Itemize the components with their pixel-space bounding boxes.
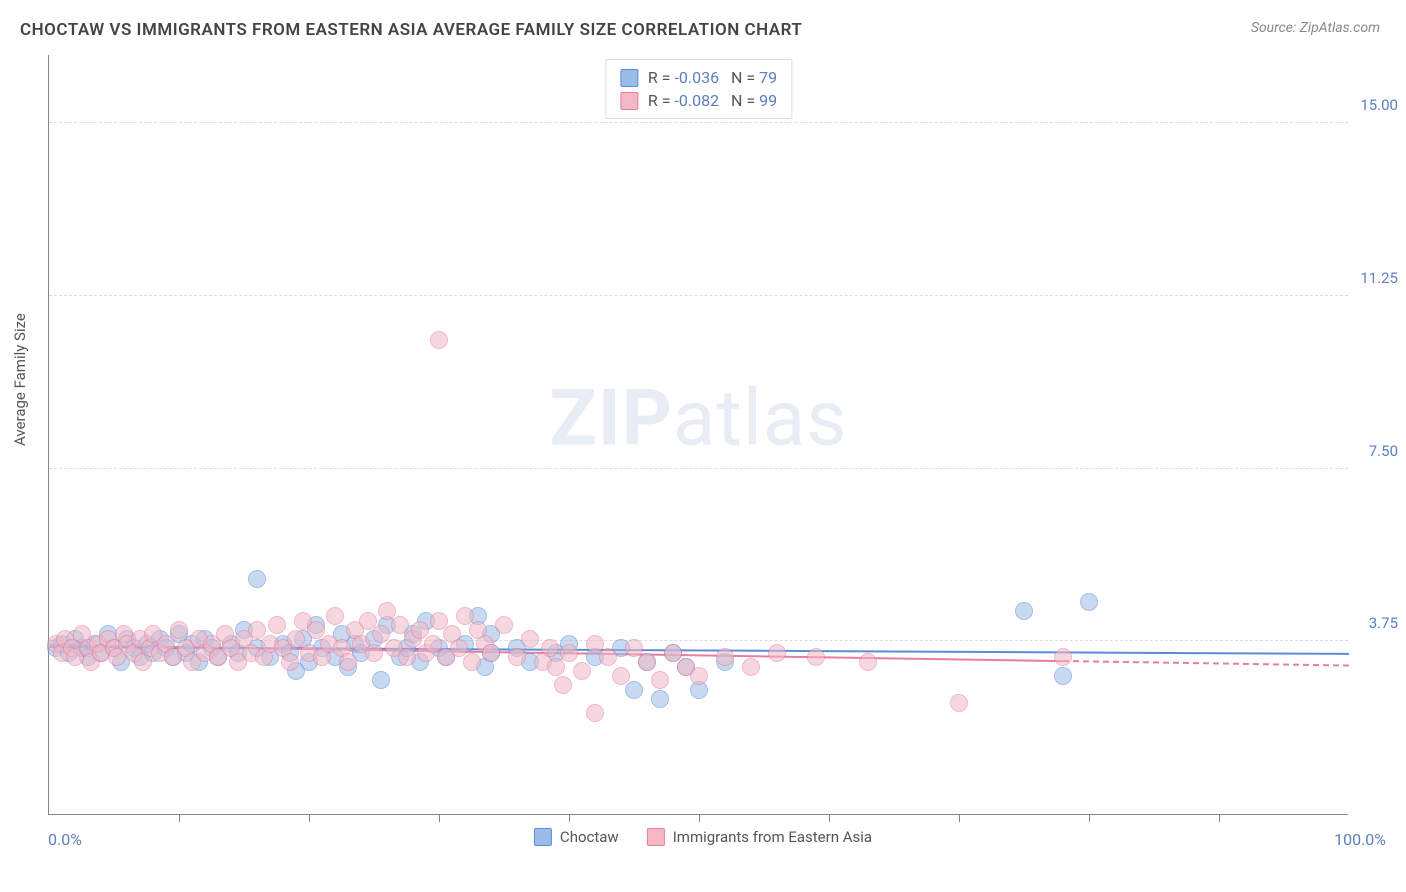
data-point xyxy=(1054,648,1072,666)
stats-row: R = -0.036 N = 79 xyxy=(620,66,777,89)
watermark: ZIPatlas xyxy=(549,374,847,465)
data-point xyxy=(768,644,786,662)
data-point xyxy=(716,648,734,666)
data-point xyxy=(326,607,344,625)
data-point xyxy=(742,658,760,676)
data-point xyxy=(690,667,708,685)
stats-text: R = -0.036 N = 79 xyxy=(648,68,777,87)
stats-legend: R = -0.036 N = 79 R = -0.082 N = 99 xyxy=(605,59,792,119)
data-point xyxy=(339,653,357,671)
x-tick xyxy=(699,814,700,822)
legend-item: Immigrants from Eastern Asia xyxy=(647,828,872,846)
data-point xyxy=(1054,667,1072,685)
data-point xyxy=(281,653,299,671)
x-tick xyxy=(569,814,570,822)
data-point xyxy=(950,694,968,712)
y-tick-label: 7.50 xyxy=(1369,442,1398,460)
watermark-atlas: atlas xyxy=(673,374,848,465)
series-swatch xyxy=(620,92,638,110)
data-point xyxy=(807,648,825,666)
x-tick xyxy=(309,814,310,822)
data-point xyxy=(541,639,559,657)
data-point xyxy=(612,667,630,685)
data-point xyxy=(1080,593,1098,611)
plot-area: ZIPatlas R = -0.036 N = 79 R = -0.082 N =… xyxy=(48,55,1348,815)
x-axis-min-label: 0.0% xyxy=(48,830,82,849)
data-point xyxy=(651,671,669,689)
legend-item: Choctaw xyxy=(534,828,619,846)
data-point xyxy=(547,658,565,676)
data-point xyxy=(365,644,383,662)
y-tick-label: 11.25 xyxy=(1360,269,1398,287)
data-point xyxy=(554,676,572,694)
y-tick-label: 3.75 xyxy=(1369,614,1398,632)
data-point xyxy=(398,648,416,666)
stats-row: R = -0.082 N = 99 xyxy=(620,89,777,112)
series-swatch xyxy=(620,69,638,87)
data-point xyxy=(586,704,604,722)
gridline xyxy=(49,295,1348,296)
x-tick xyxy=(1089,814,1090,822)
data-point xyxy=(482,644,500,662)
x-tick xyxy=(829,814,830,822)
data-point xyxy=(625,681,643,699)
data-point xyxy=(560,644,578,662)
data-point xyxy=(248,570,266,588)
series-swatch xyxy=(647,828,665,846)
data-point xyxy=(430,331,448,349)
data-point xyxy=(463,653,481,671)
data-point xyxy=(1015,602,1033,620)
data-point xyxy=(599,648,617,666)
y-axis-label: Average Family Size xyxy=(11,313,29,446)
x-tick xyxy=(1219,814,1220,822)
source-attribution: Source: ZipAtlas.com xyxy=(1251,20,1380,36)
x-tick xyxy=(439,814,440,822)
data-point xyxy=(651,690,669,708)
data-point xyxy=(859,653,877,671)
data-point xyxy=(372,671,390,689)
x-tick xyxy=(179,814,180,822)
watermark-zip: ZIP xyxy=(549,374,672,465)
data-point xyxy=(268,616,286,634)
data-point xyxy=(638,653,656,671)
data-point xyxy=(495,616,513,634)
trendline-extrapolated xyxy=(1063,660,1349,667)
x-axis-max-label: 100.0% xyxy=(1334,830,1386,849)
data-point xyxy=(170,621,188,639)
data-point xyxy=(573,662,591,680)
x-tick xyxy=(959,814,960,822)
stats-text: R = -0.082 N = 99 xyxy=(648,91,777,110)
gridline xyxy=(49,122,1348,123)
series-swatch xyxy=(534,828,552,846)
series-legend: Choctaw Immigrants from Eastern Asia xyxy=(534,828,872,846)
chart-title: CHOCTAW VS IMMIGRANTS FROM EASTERN ASIA … xyxy=(20,20,802,40)
data-point xyxy=(508,648,526,666)
legend-label: Choctaw xyxy=(560,828,619,846)
y-tick-label: 15.00 xyxy=(1360,96,1398,114)
gridline xyxy=(49,468,1348,469)
legend-label: Immigrants from Eastern Asia xyxy=(673,828,872,846)
data-point xyxy=(521,630,539,648)
